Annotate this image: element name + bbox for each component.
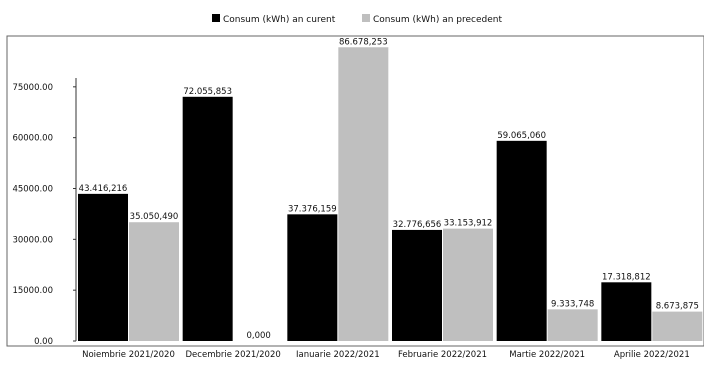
bar-previous (652, 311, 703, 341)
bar-current (78, 193, 128, 341)
y-axis: 0.00 15000.00 30000.00 45000.00 60000.00 7500… (12, 78, 77, 347)
x-tick-label: Decembrie 2021/2020 (186, 350, 281, 360)
x-tick-label: Noiembrie 2021/2020 (82, 350, 175, 360)
data-label-previous: 35.050,490 (130, 212, 179, 222)
data-label-previous: 86.678,253 (339, 37, 388, 47)
x-axis-labels: Noiembrie 2021/2020 Decembrie 2021/2020 Ia… (82, 350, 690, 360)
x-tick-label: Februarie 2022/2021 (398, 350, 487, 360)
y-tick-label: 0.00 (34, 337, 53, 347)
bar-current (496, 140, 547, 341)
y-tick-label: 75000.00 (12, 83, 53, 93)
legend-label-previous: Consum (kWh) an precedent (373, 15, 502, 25)
legend-item-current: Consum (kWh) an curent (212, 14, 336, 25)
bar-current (392, 229, 442, 341)
y-tick-label: 45000.00 (12, 185, 53, 195)
data-label-current: 37.376,159 (288, 204, 337, 214)
legend-swatch-previous (362, 14, 370, 22)
bars (78, 47, 703, 342)
data-label-previous: 33.153,912 (444, 219, 493, 229)
x-tick-label: Aprilie 2022/2021 (614, 350, 690, 360)
legend-swatch-current (212, 14, 220, 22)
data-label-current: 32.776,656 (393, 220, 442, 230)
bar-previous (129, 222, 179, 341)
data-labels: 43.416,216 35.050,490 72.055,853 0,000 37.37… (79, 37, 699, 341)
y-tick-label: 15000.00 (12, 286, 53, 296)
data-label-current: 17.318,812 (602, 272, 651, 282)
legend-label-current: Consum (kWh) an curent (223, 15, 336, 25)
data-label-previous: 9.333,748 (551, 299, 594, 309)
data-label-current: 59.065,060 (497, 131, 546, 141)
y-tick-label: 30000.00 (12, 235, 53, 245)
legend-item-previous: Consum (kWh) an precedent (362, 14, 502, 25)
bar-previous (443, 228, 493, 341)
data-label-current: 72.055,853 (183, 87, 232, 97)
y-tick-label: 60000.00 (12, 134, 53, 144)
bar-previous (547, 309, 598, 341)
data-label-current: 43.416,216 (79, 184, 128, 194)
x-tick-label: Ianuarie 2022/2021 (296, 350, 380, 360)
bar-current (287, 214, 338, 341)
bar-previous (338, 47, 389, 342)
data-label-previous: 8.673,875 (656, 302, 699, 312)
bar-current (601, 282, 652, 341)
x-tick-label: Martie 2022/2021 (509, 350, 585, 360)
plot-frame (6, 35, 704, 347)
legend: Consum (kWh) an curent Consum (kWh) an p… (212, 14, 502, 25)
bar-current (182, 96, 233, 341)
data-label-previous: 0,000 (246, 331, 270, 341)
